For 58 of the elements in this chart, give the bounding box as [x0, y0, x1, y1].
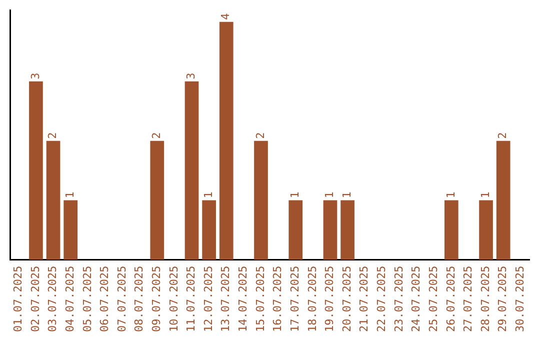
bar	[288, 200, 303, 260]
data-label: 3	[28, 72, 42, 80]
x-tick-label: 13.07.2025	[219, 266, 232, 332]
x-tick-label: 08.07.2025	[132, 266, 146, 332]
x-tick-label: 28.07.2025	[478, 266, 492, 332]
data-label: 1	[323, 192, 336, 198]
data-label: 4	[219, 12, 232, 20]
x-tick-label: 22.07.2025	[375, 266, 388, 332]
data-label: 1	[63, 192, 76, 198]
x-tick-label: 11.07.2025	[184, 266, 198, 332]
x-tick-label: 18.07.2025	[306, 266, 319, 332]
x-tick-label: 24.07.2025	[410, 266, 423, 332]
x-tick-label: 29.07.2025	[496, 266, 510, 332]
data-label: 2	[496, 132, 510, 139]
x-tick-label: 05.07.2025	[80, 266, 94, 332]
x-tick-label: 04.07.2025	[63, 266, 76, 332]
bar	[444, 200, 458, 260]
bar	[184, 81, 199, 260]
x-tick-label: 06.07.2025	[98, 266, 112, 332]
data-label: 1	[340, 192, 354, 198]
x-tick-label: 07.07.2025	[115, 266, 128, 332]
x-tick-label: 16.07.2025	[271, 266, 284, 332]
x-tick-label: 19.07.2025	[323, 266, 336, 332]
bar	[340, 200, 354, 260]
bar	[202, 200, 216, 260]
x-tick-label: 26.07.2025	[444, 266, 458, 332]
x-tick-label: 30.07.2025	[513, 266, 526, 332]
x-tick-label: 15.07.2025	[254, 266, 267, 332]
bar	[29, 81, 43, 260]
x-tick-label: 01.07.2025	[12, 266, 25, 332]
x-tick-label: 03.07.2025	[46, 266, 60, 332]
data-label: 2	[150, 132, 163, 139]
x-tick-label: 23.07.2025	[392, 266, 406, 332]
x-tick-label: 17.07.2025	[288, 266, 302, 332]
bar	[323, 200, 338, 260]
x-tick-label: 12.07.2025	[202, 266, 215, 332]
data-label: 1	[444, 192, 458, 198]
x-tick-label: 27.07.2025	[462, 266, 475, 332]
bar	[479, 200, 493, 260]
bar	[496, 140, 510, 260]
x-tick-label: 10.07.2025	[167, 266, 180, 332]
data-label: 2	[254, 132, 267, 139]
data-label: 1	[288, 192, 302, 198]
x-tick-label: 02.07.2025	[28, 266, 42, 332]
bar	[254, 140, 268, 260]
x-tick-label: 09.07.2025	[150, 266, 163, 332]
bar	[64, 200, 78, 260]
bar	[219, 22, 234, 260]
bar	[150, 140, 164, 260]
data-label: 2	[46, 132, 60, 139]
data-label: 3	[184, 72, 198, 80]
x-tick-label: 14.07.2025	[236, 266, 250, 332]
data-label: 1	[202, 192, 215, 198]
x-tick-label: 25.07.2025	[426, 266, 440, 332]
bar	[46, 140, 60, 260]
data-label: 1	[478, 192, 492, 198]
x-tick-label: 21.07.2025	[358, 266, 371, 332]
x-tick-label: 20.07.2025	[340, 266, 354, 332]
